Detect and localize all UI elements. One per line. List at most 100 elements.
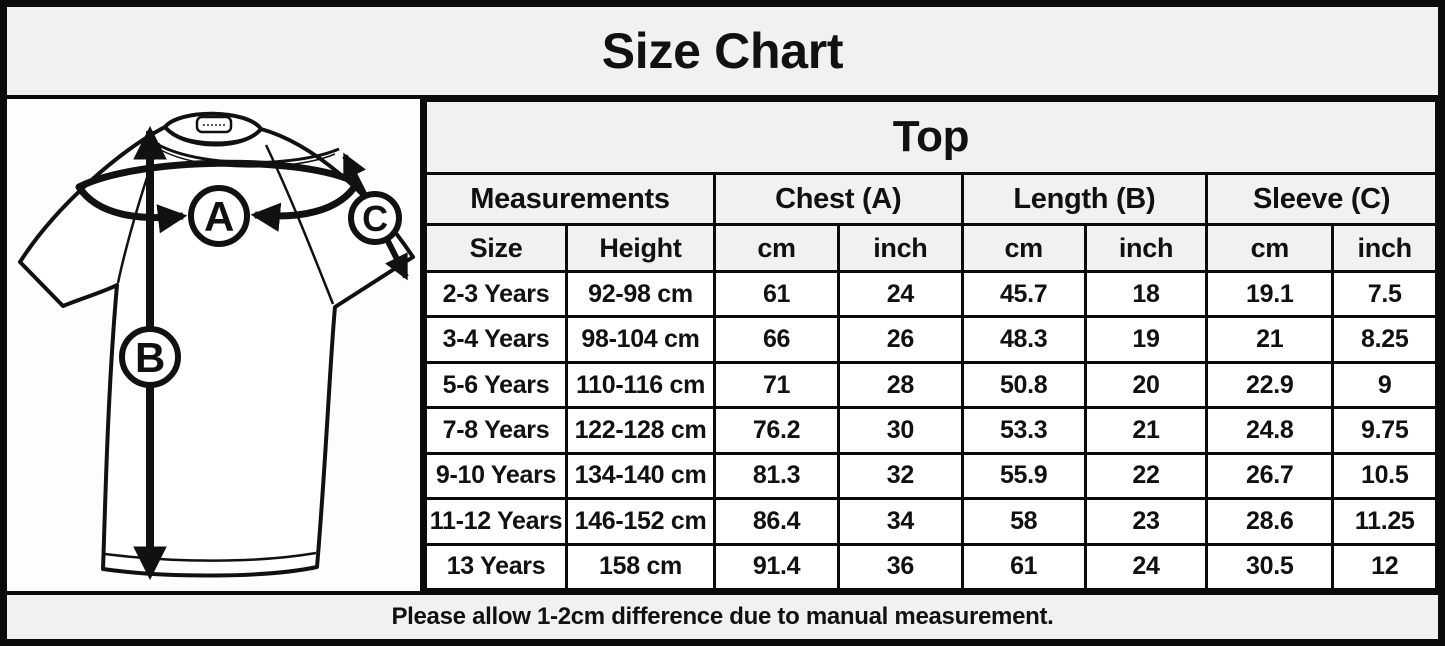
cell-chest-inch: 32: [837, 451, 964, 501]
col-header-height: Height: [565, 223, 716, 273]
cell-chest-cm: 71: [712, 360, 841, 410]
size-row-2-3-years: 2-3 Years 92-98 cm 61 24 45.7 18 19.1 7.…: [423, 269, 1438, 319]
cell-sleeve-cm: 22.9: [1205, 360, 1335, 410]
col-header-sleeve-cm: cm: [1205, 223, 1335, 273]
cell-sleeve-inch: 7.5: [1331, 269, 1438, 319]
cell-length-inch: 21: [1083, 406, 1209, 455]
chest-label-circle: [188, 185, 250, 247]
section-header-row: Top: [424, 99, 1438, 175]
cell-height: 92-98 cm: [565, 269, 716, 319]
cell-chest-cm: 61: [712, 269, 841, 319]
cell-height: 122-128 cm: [565, 406, 716, 455]
cell-chest-inch: 36: [837, 542, 964, 592]
cell-chest-inch: 34: [837, 497, 964, 546]
col-header-sleeve-inch: inch: [1331, 223, 1438, 273]
cell-chest-inch: 30: [837, 406, 964, 455]
col-header-chest-inch: inch: [837, 223, 964, 273]
cell-sleeve-inch: 9.75: [1331, 406, 1438, 455]
cell-height: 110-116 cm: [565, 360, 716, 410]
cell-length-cm: 61: [960, 542, 1087, 592]
cell-length-inch: 19: [1083, 315, 1209, 364]
col-header-chest-cm: cm: [712, 223, 841, 273]
cell-height: 98-104 cm: [565, 315, 716, 364]
col-header-length-cm: cm: [960, 223, 1087, 273]
title-bar: Size Chart: [7, 7, 1438, 99]
cell-length-cm: 48.3: [960, 315, 1087, 364]
cell-sleeve-cm: 19.1: [1205, 269, 1335, 319]
col-header-length-inch: inch: [1083, 223, 1209, 273]
cell-sleeve-inch: 8.25: [1331, 315, 1438, 364]
cell-size: 9-10 Years: [423, 451, 569, 501]
size-row-3-4-years: 3-4 Years 98-104 cm 66 26 48.3 19 21 8.2…: [423, 315, 1438, 364]
neck-label: [195, 115, 233, 134]
cell-chest-cm: 81.3: [712, 451, 841, 501]
cell-chest-cm: 91.4: [712, 542, 841, 592]
cell-length-inch: 22: [1083, 451, 1209, 501]
cell-size: 2-3 Years: [423, 269, 569, 319]
cell-size: 13 Years: [423, 542, 569, 592]
sleeve-label-c: C: [362, 198, 388, 239]
cell-chest-cm: 76.2: [712, 406, 841, 455]
cell-sleeve-inch: 12: [1331, 542, 1438, 592]
collar-inner-line: [171, 131, 255, 144]
cell-length-cm: 53.3: [960, 406, 1087, 455]
cell-size: 3-4 Years: [423, 315, 569, 364]
chest-arrow-left: [76, 184, 188, 234]
col-header-size: Size: [423, 223, 569, 273]
length-label-b: B: [135, 334, 165, 381]
cell-sleeve-cm: 21: [1205, 315, 1335, 364]
cell-size: 11-12 Years: [423, 497, 569, 546]
cell-length-cm: 50.8: [960, 360, 1087, 410]
cell-size: 7-8 Years: [423, 406, 569, 455]
cell-height: 134-140 cm: [565, 451, 716, 501]
footer-bar: Please allow 1-2cm difference due to man…: [7, 591, 1438, 639]
col-group-measurements: Measurements: [424, 172, 716, 226]
tshirt-measurement-diagram: A B C: [7, 99, 424, 591]
hem-line: [104, 551, 317, 562]
cell-sleeve-cm: 30.5: [1205, 542, 1335, 592]
cell-sleeve-inch: 9: [1331, 360, 1438, 410]
length-label-circle: [119, 326, 181, 388]
cell-chest-inch: 24: [837, 269, 964, 319]
size-row-13-years: 13 Years 158 cm 91.4 36 61 24 30.5 12: [423, 542, 1438, 592]
cell-sleeve-cm: 24.8: [1205, 406, 1335, 455]
col-group-sleeve: Sleeve (C): [1205, 172, 1438, 226]
cell-length-cm: 58: [960, 497, 1087, 546]
cell-length-inch: 20: [1083, 360, 1209, 410]
cell-sleeve-cm: 26.7: [1205, 451, 1335, 501]
chest-band-top-arc: [75, 159, 361, 191]
section-title: Top: [424, 99, 1438, 175]
group-header-row: Measurements Chest (A) Length (B) Sleeve…: [424, 172, 1438, 226]
col-group-chest: Chest (A): [712, 172, 964, 226]
size-row-5-6-years: 5-6 Years 110-116 cm 71 28 50.8 20 22.9 …: [423, 360, 1438, 410]
cell-chest-inch: 26: [837, 315, 964, 364]
cell-sleeve-cm: 28.6: [1205, 497, 1335, 546]
cell-height: 146-152 cm: [565, 497, 716, 546]
measurement-disclaimer: Please allow 1-2cm difference due to man…: [391, 603, 1054, 630]
cell-length-cm: 55.9: [960, 451, 1087, 501]
tshirt-outline-shape: [18, 111, 415, 578]
tshirt-diagram-svg: A B C: [18, 111, 415, 581]
cell-length-cm: 45.7: [960, 269, 1087, 319]
size-row-7-8-years: 7-8 Years 122-128 cm 76.2 30 53.3 21 24.…: [423, 406, 1438, 455]
main-area: A B C Top Measurements: [7, 99, 1438, 592]
cell-length-inch: 18: [1083, 269, 1209, 319]
col-group-length: Length (B): [960, 172, 1209, 226]
cell-length-inch: 24: [1083, 542, 1209, 592]
size-table-wrap: Top Measurements Chest (A) Length (B) Sl…: [423, 99, 1438, 592]
size-row-9-10-years: 9-10 Years 134-140 cm 81.3 32 55.9 22 26…: [423, 451, 1438, 501]
page-title: Size Chart: [601, 23, 844, 79]
cell-chest-inch: 28: [837, 360, 964, 410]
cell-chest-cm: 66: [712, 315, 841, 364]
cell-height: 158 cm: [565, 542, 716, 592]
size-row-11-12-years: 11-12 Years 146-152 cm 86.4 34 58 23 28.…: [423, 497, 1438, 546]
cell-length-inch: 23: [1083, 497, 1209, 546]
cell-sleeve-inch: 11.25: [1331, 497, 1438, 546]
cell-sleeve-inch: 10.5: [1331, 451, 1438, 501]
sub-header-row: Size Height cm inch cm inch cm inch: [423, 223, 1438, 273]
chest-label-a: A: [204, 193, 234, 240]
size-table: Top Measurements Chest (A) Length (B) Sl…: [423, 99, 1438, 592]
cell-chest-cm: 86.4: [712, 497, 841, 546]
sleeve-label-circle: [348, 191, 402, 245]
